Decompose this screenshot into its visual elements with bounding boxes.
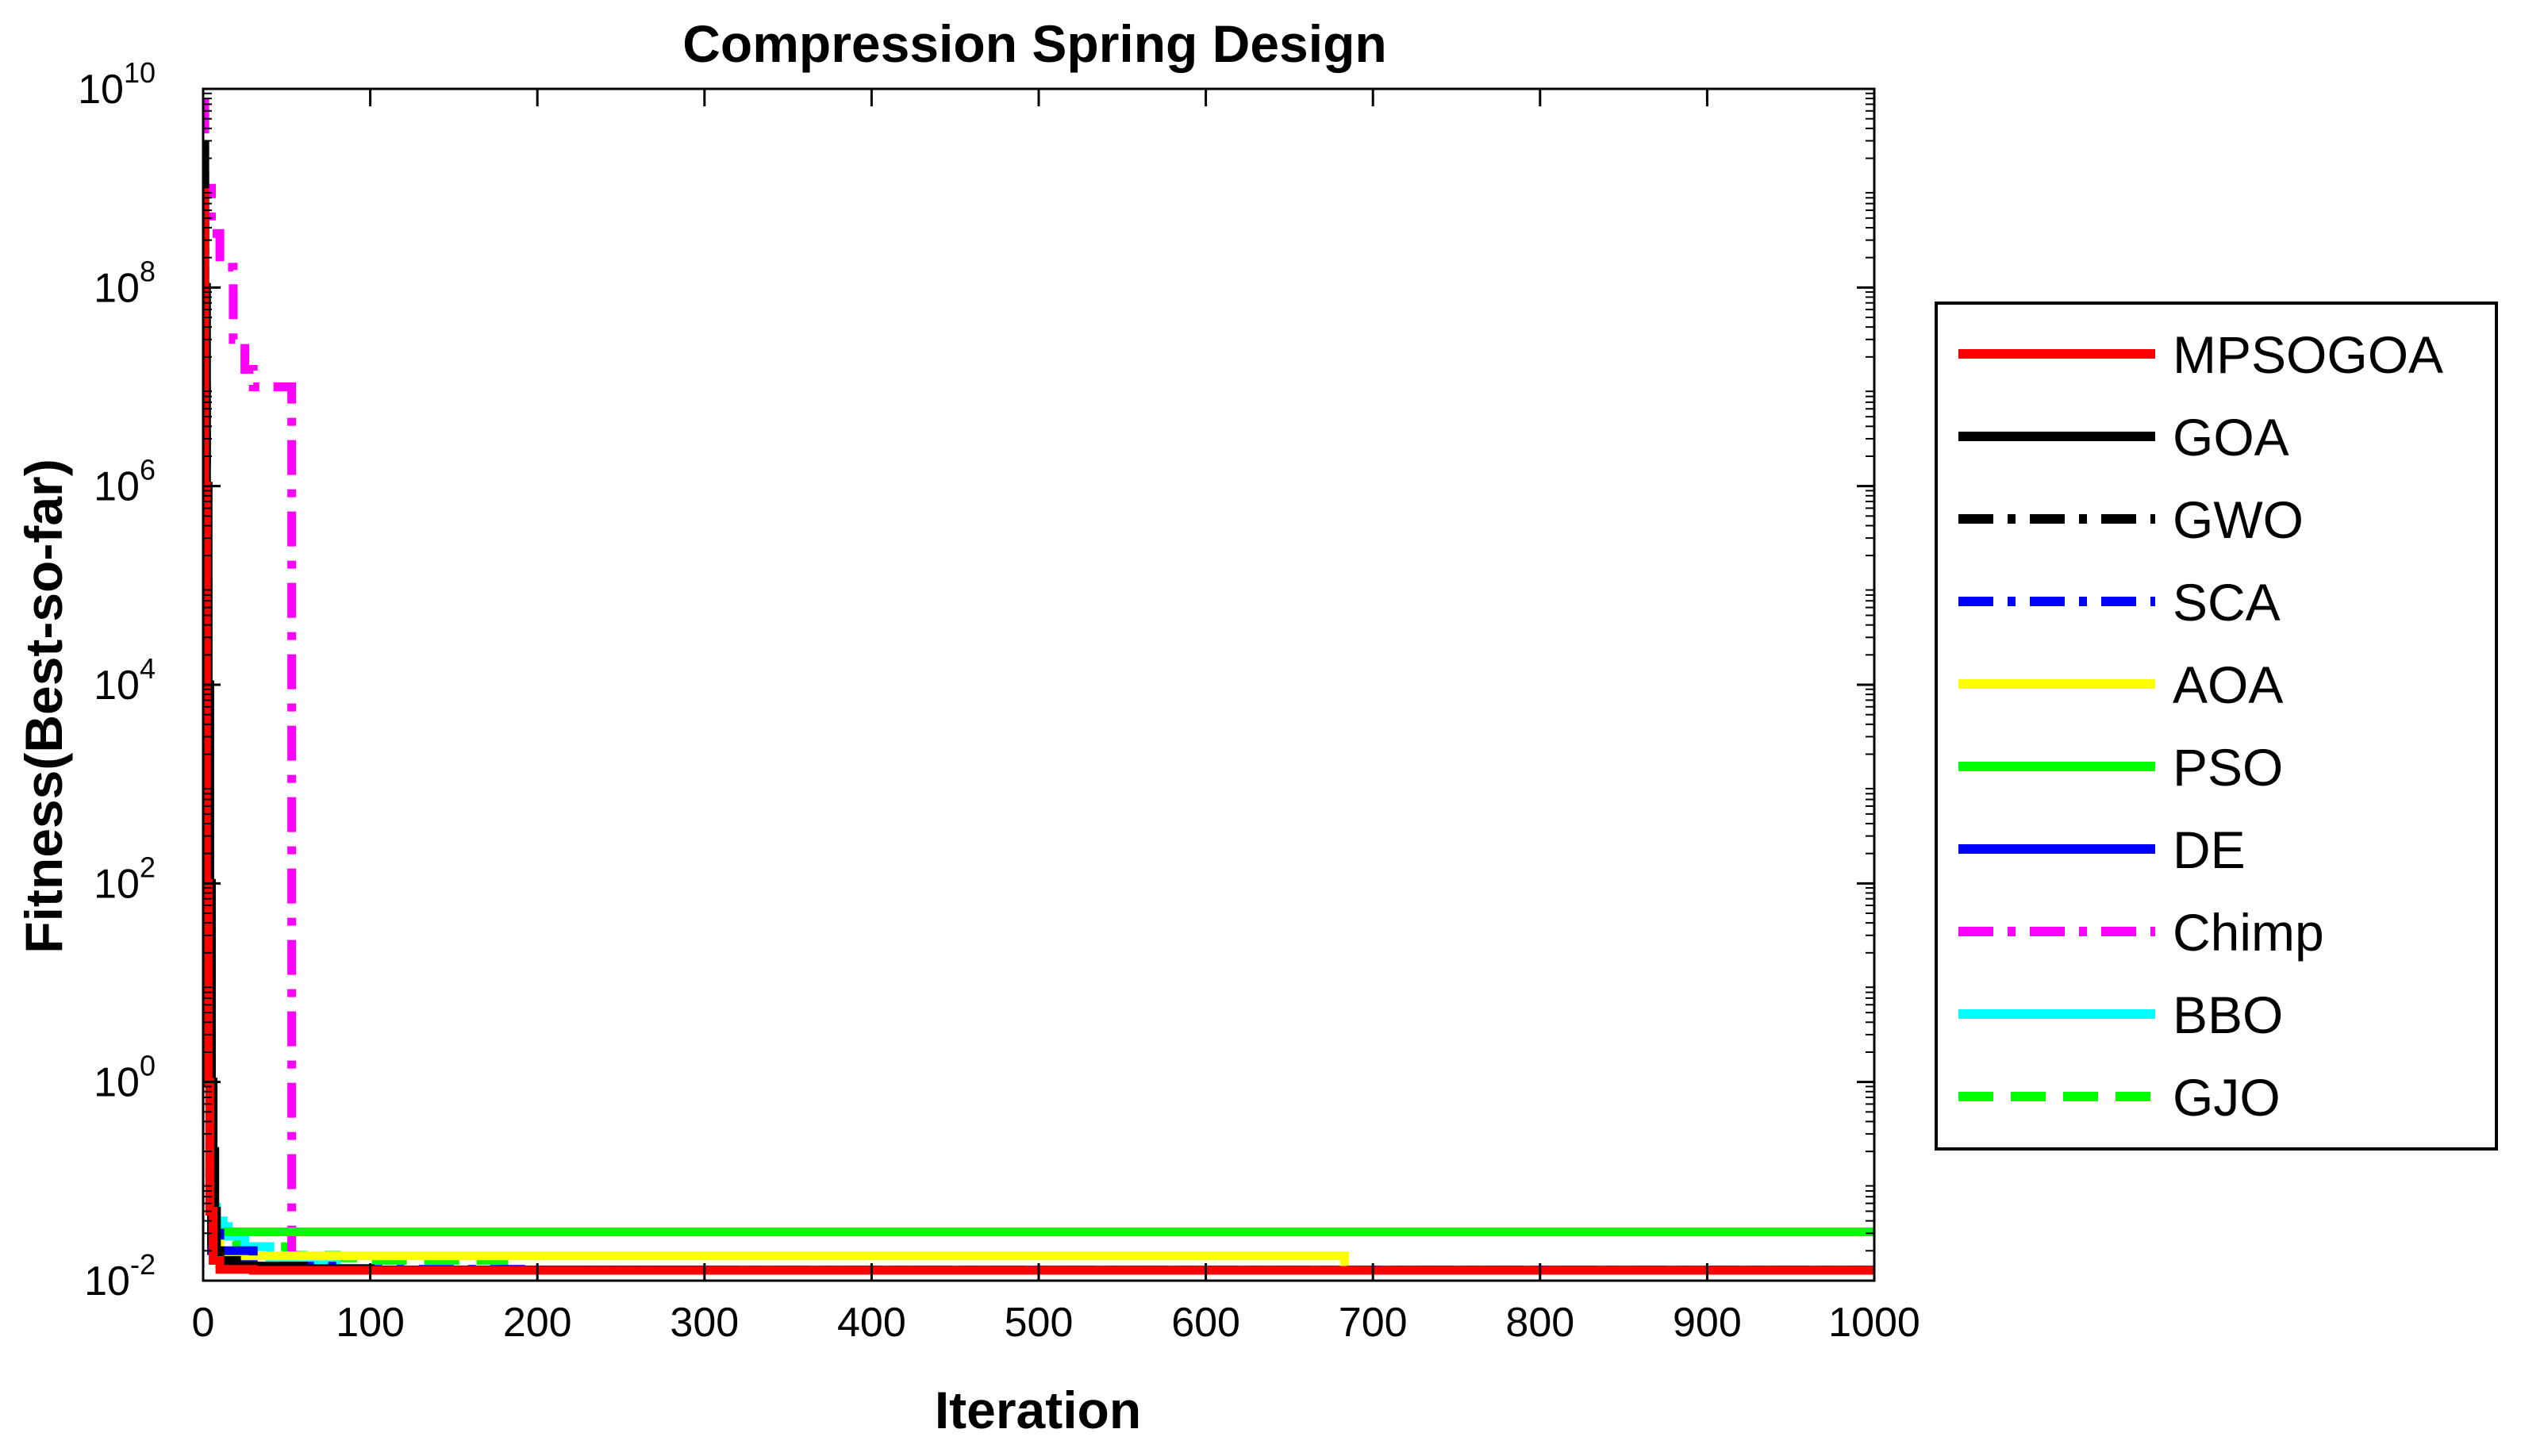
x-tick-label: 100 (336, 1300, 405, 1346)
legend-label-sca: SCA (2173, 573, 2281, 632)
legend-label-mpsogoa: MPSOGOA (2173, 325, 2443, 384)
legend-label-pso: PSO (2173, 738, 2283, 797)
y-tick-label: 106 (94, 454, 156, 510)
legend-box (1935, 302, 2498, 1151)
y-tick-label: 108 (94, 255, 156, 311)
legend-label-goa: GOA (2173, 408, 2289, 467)
series-line-chimp (203, 98, 1874, 1275)
legend-label-bbo: BBO (2173, 985, 2283, 1044)
x-tick-label: 500 (1005, 1300, 1074, 1346)
legend-label-chimp: Chimp (2173, 903, 2324, 962)
plot-area (203, 89, 1874, 1281)
y-tick-label: 1010 (78, 56, 156, 113)
y-tick-label: 104 (94, 652, 156, 709)
x-tick-label: 600 (1171, 1300, 1240, 1346)
chart-title: Compression Spring Design (682, 14, 1386, 73)
legend-label-aoa: AOA (2173, 655, 2283, 714)
x-tick-label: 1000 (1828, 1300, 1920, 1346)
legend-label-de: DE (2173, 820, 2246, 879)
y-tick-label: 102 (94, 851, 156, 907)
x-axis-title: Iteration (935, 1381, 1141, 1439)
legend-label-gwo: GWO (2173, 490, 2304, 549)
x-tick-label: 400 (837, 1300, 906, 1346)
legend-label-gjo: GJO (2173, 1068, 2281, 1127)
y-tick-label: 10-2 (84, 1248, 156, 1304)
x-tick-label: 800 (1505, 1300, 1574, 1346)
x-tick-label: 200 (503, 1300, 572, 1346)
x-tick-label: 900 (1673, 1300, 1742, 1346)
x-tick-label: 300 (670, 1300, 739, 1346)
x-tick-label: 700 (1339, 1300, 1408, 1346)
y-tick-label: 100 (94, 1050, 156, 1106)
x-tick-label: 0 (192, 1300, 215, 1346)
y-axis-title: Fitness(Best-so-far) (14, 459, 73, 953)
